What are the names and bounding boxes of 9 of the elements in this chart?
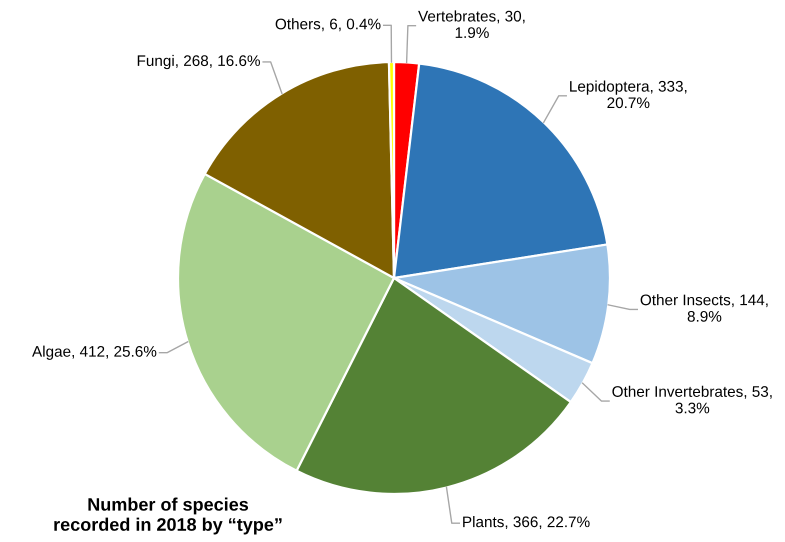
slice-label: Others, 6, 0.4%: [276, 18, 381, 32]
slice-label: Algae, 412, 25.6%: [32, 346, 156, 360]
slice-label: Other Invertebrates, 53, 3.3%: [612, 386, 772, 414]
slice-label: Fungi, 268, 16.6%: [138, 54, 260, 70]
slice-label: Lepidoptera, 333, 20.7%: [570, 80, 686, 108]
text: Number of species recorded in 2018 by “type”: [54, 498, 282, 534]
slice-label: Plants, 366, 22.7%: [463, 516, 590, 530]
slice-label: Vertebrates, 30, 1.9%: [418, 10, 525, 38]
slice-label: Other Insects, 144, 8.9%: [640, 294, 768, 322]
